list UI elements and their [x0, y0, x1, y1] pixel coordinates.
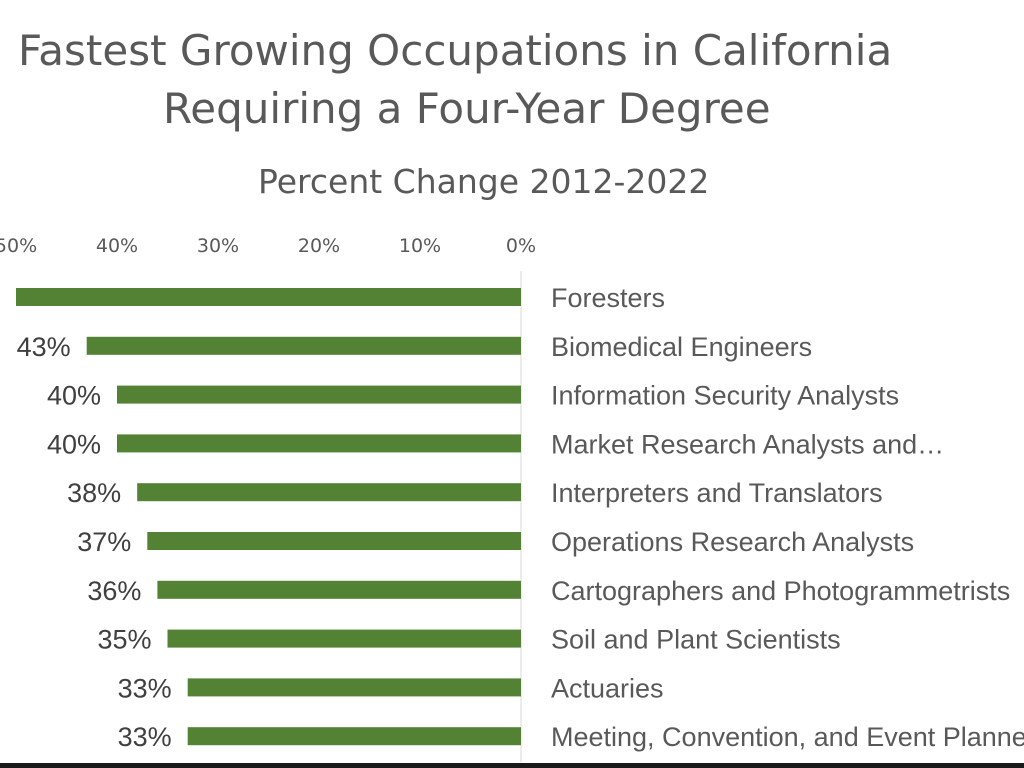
category-label: Soil and Plant Scientists [551, 625, 841, 655]
bar [157, 580, 521, 599]
bar-value-label: 43% [17, 332, 71, 362]
category-label: Biomedical Engineers [551, 332, 812, 362]
bar [187, 678, 521, 697]
chart-title-line-1: Fastest Growing Occupations in Californi… [18, 26, 893, 75]
bar [187, 727, 521, 746]
chart-subtitle: Percent Change 2012-2022 [258, 162, 710, 201]
bar-value-label: 38% [67, 478, 121, 508]
category-label: Meeting, Convention, and Event Planners [551, 722, 1024, 752]
category-label: Foresters [551, 283, 665, 313]
category-label: Operations Research Analysts [551, 527, 914, 557]
x-axis-tick-label: 50% [0, 235, 37, 257]
x-axis-tick-label: 40% [96, 235, 138, 257]
bar-value-label: 40% [47, 429, 101, 459]
category-label: Market Research Analysts and… [551, 429, 944, 459]
category-label: Actuaries [551, 673, 664, 703]
x-axis-tick-label: 20% [298, 235, 340, 257]
bar [167, 629, 521, 648]
chart-title-line-2: Requiring a Four-Year Degree [163, 84, 771, 133]
bar-value-label: 35% [97, 625, 151, 655]
category-label: Cartographers and Photogrammetrists [551, 576, 1010, 606]
bar [16, 288, 521, 306]
bottom-border [0, 763, 1024, 768]
bar [117, 385, 521, 404]
bar [147, 532, 522, 550]
bar [86, 336, 521, 355]
bar [117, 434, 521, 453]
bar-value-label: 40% [47, 381, 101, 411]
bar-value-label: 36% [87, 576, 141, 606]
x-axis-tick-label: 30% [197, 235, 239, 257]
bar [137, 483, 521, 502]
category-label: Interpreters and Translators [551, 478, 883, 508]
category-label: Information Security Analysts [551, 381, 899, 411]
x-axis-tick-label: 10% [399, 235, 441, 257]
x-axis-tick-label: 0% [506, 235, 536, 257]
bar-value-label: 33% [118, 722, 172, 752]
bar-value-label: 37% [77, 527, 131, 557]
bar-value-label: 33% [118, 673, 172, 703]
